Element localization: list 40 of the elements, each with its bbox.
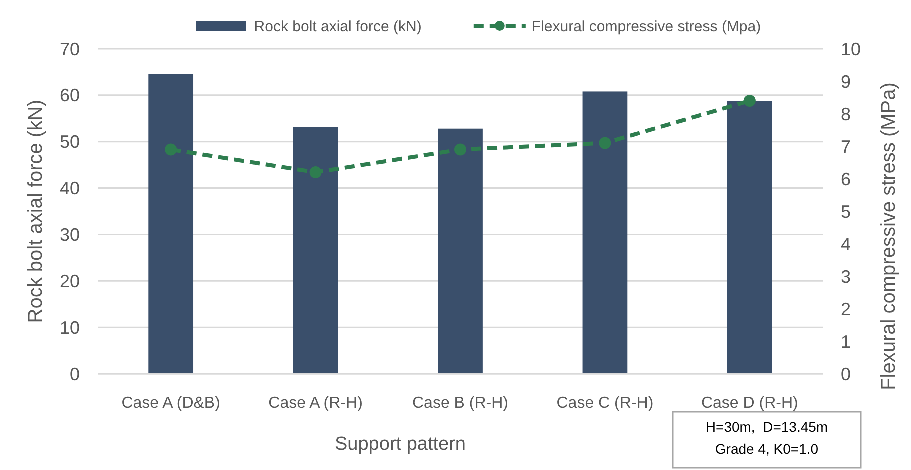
legend-label: Flexural compressive stress (Mpa) bbox=[532, 18, 762, 36]
x-tick-label: Case D (R-H) bbox=[701, 395, 798, 412]
bar bbox=[727, 101, 772, 374]
bar bbox=[148, 74, 194, 374]
bar bbox=[438, 128, 483, 374]
y2-tick-label: 9 bbox=[841, 72, 852, 92]
y-tick-label: 60 bbox=[60, 86, 80, 106]
y-tick-label: 20 bbox=[60, 271, 80, 292]
y-tick-label: 50 bbox=[60, 132, 80, 152]
y2-axis-title: Flexural compressive stress (MPa) bbox=[878, 82, 900, 390]
y2-tick-label: 5 bbox=[841, 202, 852, 222]
y2-tick-label: 3 bbox=[841, 266, 852, 287]
y2-tick-label: 1 bbox=[841, 332, 852, 352]
y2-tick-label: 10 bbox=[841, 39, 862, 60]
point bbox=[454, 144, 466, 156]
x-tick-label: Case C (R-H) bbox=[556, 395, 654, 412]
y-tick-label: 10 bbox=[60, 318, 80, 338]
point bbox=[599, 137, 612, 150]
point bbox=[744, 95, 756, 107]
x-axis-title: Support pattern bbox=[335, 434, 466, 455]
y2-tick-label: 0 bbox=[841, 364, 852, 384]
legend-label: Rock bolt axial force (kN) bbox=[254, 18, 422, 36]
y2-tick-label: 2 bbox=[841, 299, 852, 320]
bar bbox=[293, 127, 338, 374]
y-tick-label: 30 bbox=[60, 225, 80, 246]
text: H=30m, D=13.45m Grade 4, K0=1.0 bbox=[706, 419, 828, 457]
point bbox=[310, 166, 322, 178]
y2-tick-label: 4 bbox=[841, 234, 852, 254]
y2-tick-label: 7 bbox=[841, 136, 852, 157]
y-tick-label: 0 bbox=[70, 364, 80, 384]
point bbox=[165, 144, 178, 156]
bar bbox=[582, 92, 628, 374]
x-tick-label: Case A (D&B) bbox=[122, 395, 220, 412]
y-axis-title: Rock bolt axial force (kN) bbox=[25, 100, 47, 324]
y2-tick-label: 6 bbox=[841, 169, 852, 190]
y2-tick-label: 8 bbox=[841, 104, 852, 124]
y-tick-label: 40 bbox=[60, 178, 80, 199]
x-tick-label: Case A (R-H) bbox=[268, 395, 363, 412]
y-tick-label: 70 bbox=[60, 39, 80, 60]
x-tick-label: Case B (R-H) bbox=[412, 395, 509, 412]
